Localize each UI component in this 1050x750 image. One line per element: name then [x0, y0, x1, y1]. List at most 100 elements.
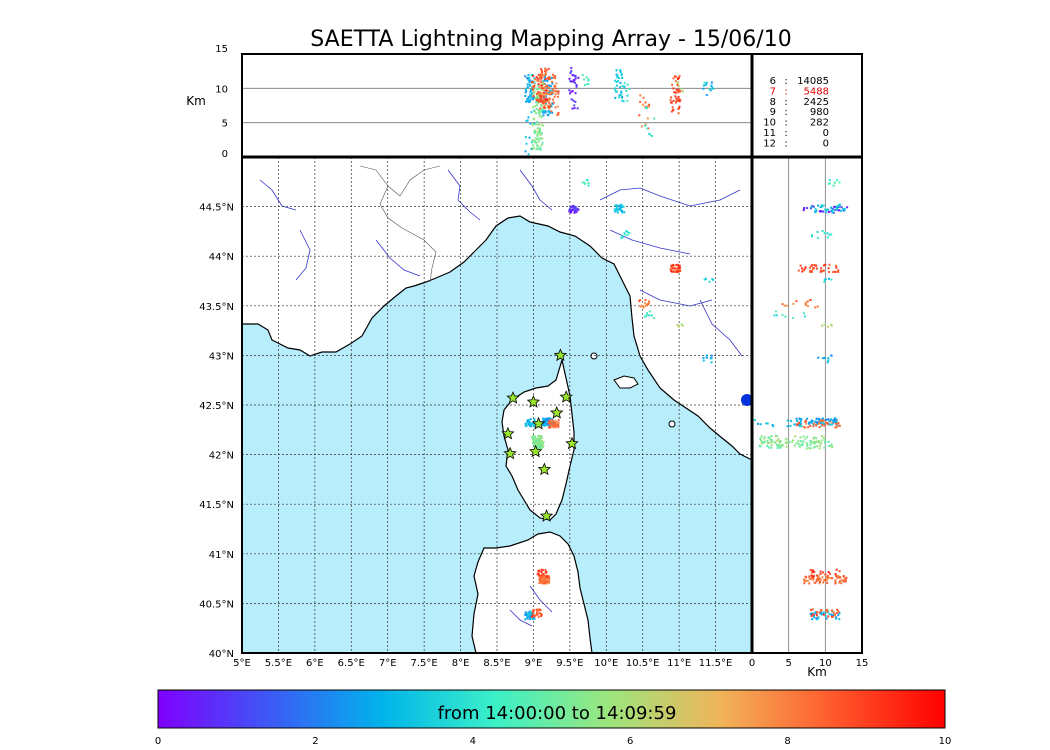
- colorbar-tick: 8: [784, 736, 790, 747]
- side-altitude-point: [820, 419, 823, 422]
- altitude-point: [570, 66, 573, 69]
- side-altitude-point: [819, 573, 822, 576]
- station-star-icon: [526, 394, 541, 408]
- altitude-point: [623, 85, 626, 88]
- side-altitude-point: [835, 264, 838, 267]
- lightning-point: [546, 574, 549, 577]
- side-altitude-point: [816, 440, 819, 443]
- side-altitude-point: [814, 211, 817, 214]
- side-altitude-point: [814, 207, 817, 210]
- lightning-point: [569, 211, 572, 214]
- side-altitude-point: [838, 570, 841, 573]
- altitude-point: [536, 127, 539, 130]
- side-altitude-point: [806, 579, 809, 582]
- altitude-point: [536, 92, 539, 95]
- lightning-point: [712, 278, 715, 281]
- side-altitude-point: [820, 205, 823, 208]
- altitude-point: [673, 91, 676, 94]
- map-lon-label: 6°E: [306, 658, 324, 669]
- side-altitude-point: [803, 315, 806, 318]
- lightning-point: [670, 269, 673, 272]
- altitude-point: [619, 70, 622, 73]
- lightning-point: [548, 581, 551, 584]
- lightning-point: [547, 578, 550, 581]
- lightning-point: [539, 442, 542, 445]
- altitude-point: [539, 74, 542, 77]
- side-altitude-point: [836, 576, 839, 579]
- altitude-point: [623, 86, 626, 89]
- station-star-icon: [539, 509, 554, 522]
- altitude-point: [574, 77, 577, 80]
- side-altitude-point: [807, 426, 810, 429]
- lightning-point: [554, 422, 557, 425]
- side-altitude-point: [803, 426, 806, 429]
- lightning-point: [540, 440, 543, 443]
- lightning-point: [535, 608, 538, 611]
- altitude-point: [615, 73, 618, 76]
- lightning-point: [536, 437, 539, 440]
- lightning-point: [674, 267, 677, 270]
- altitude-point: [537, 102, 540, 105]
- altitude-point: [648, 103, 651, 106]
- altitude-point: [581, 74, 584, 77]
- altitude-point: [569, 80, 572, 83]
- map-lat-label: 44.5°N: [199, 203, 234, 214]
- altitude-point: [531, 81, 534, 84]
- side-altitude-point: [809, 443, 812, 446]
- side-altitude-point: [830, 418, 833, 421]
- side-altitude-point: [799, 440, 802, 443]
- altitude-point: [551, 76, 554, 79]
- altitude-point: [538, 85, 541, 88]
- lightning-point: [585, 179, 588, 182]
- lightning-point: [548, 417, 551, 420]
- side-altitude-point: [798, 445, 801, 448]
- side-altitude-point: [799, 420, 802, 423]
- side-altitude-point: [801, 270, 804, 273]
- altitude-point: [533, 109, 536, 112]
- side-altitude-point: [806, 435, 809, 438]
- altitude-point: [574, 81, 577, 84]
- altitude-point: [670, 110, 673, 113]
- map-lon-label: 8.5°E: [483, 658, 510, 669]
- map-lat-label: 40.5°N: [199, 599, 234, 610]
- map-lon-label: 9°E: [525, 658, 543, 669]
- altitude-point: [528, 83, 531, 86]
- altitude-point: [677, 84, 680, 87]
- altitude-point: [535, 141, 538, 144]
- altitude-point: [571, 80, 574, 83]
- altitude-point: [675, 76, 678, 79]
- side-altitude-point: [831, 271, 834, 274]
- lightning-point: [533, 615, 536, 618]
- lightning-point: [676, 267, 679, 270]
- altitude-point: [555, 90, 558, 93]
- altitude-point: [677, 98, 680, 101]
- altitude-point: [552, 101, 555, 104]
- lightning-point: [681, 324, 684, 327]
- side-altitude-point: [812, 577, 815, 580]
- altitude-point: [569, 72, 572, 75]
- altitude-point: [568, 77, 571, 80]
- altitude-point: [620, 94, 623, 97]
- side-altitude-point: [817, 204, 820, 207]
- lightning-point: [552, 426, 555, 429]
- side-altitude-point: [786, 419, 789, 422]
- lightning-point: [620, 204, 623, 207]
- side-altitude-point: [799, 444, 802, 447]
- side-altitude-point: [812, 569, 815, 572]
- side-altitude-point: [838, 204, 841, 207]
- altitude-point: [537, 99, 540, 102]
- lightning-point: [646, 303, 649, 306]
- side-altitude-point: [831, 615, 834, 618]
- altitude-point: [641, 103, 644, 106]
- lightning-point: [555, 423, 558, 426]
- altitude-point: [670, 101, 673, 104]
- altitude-point: [676, 78, 679, 81]
- lightning-point: [545, 578, 548, 581]
- lightning-point: [534, 614, 537, 617]
- altitude-point: [551, 88, 554, 91]
- altitude-point: [672, 108, 675, 111]
- altitude-point: [537, 73, 540, 76]
- side-altitude-point: [766, 445, 769, 448]
- altitude-point: [539, 148, 542, 151]
- altitude-point: [672, 77, 675, 80]
